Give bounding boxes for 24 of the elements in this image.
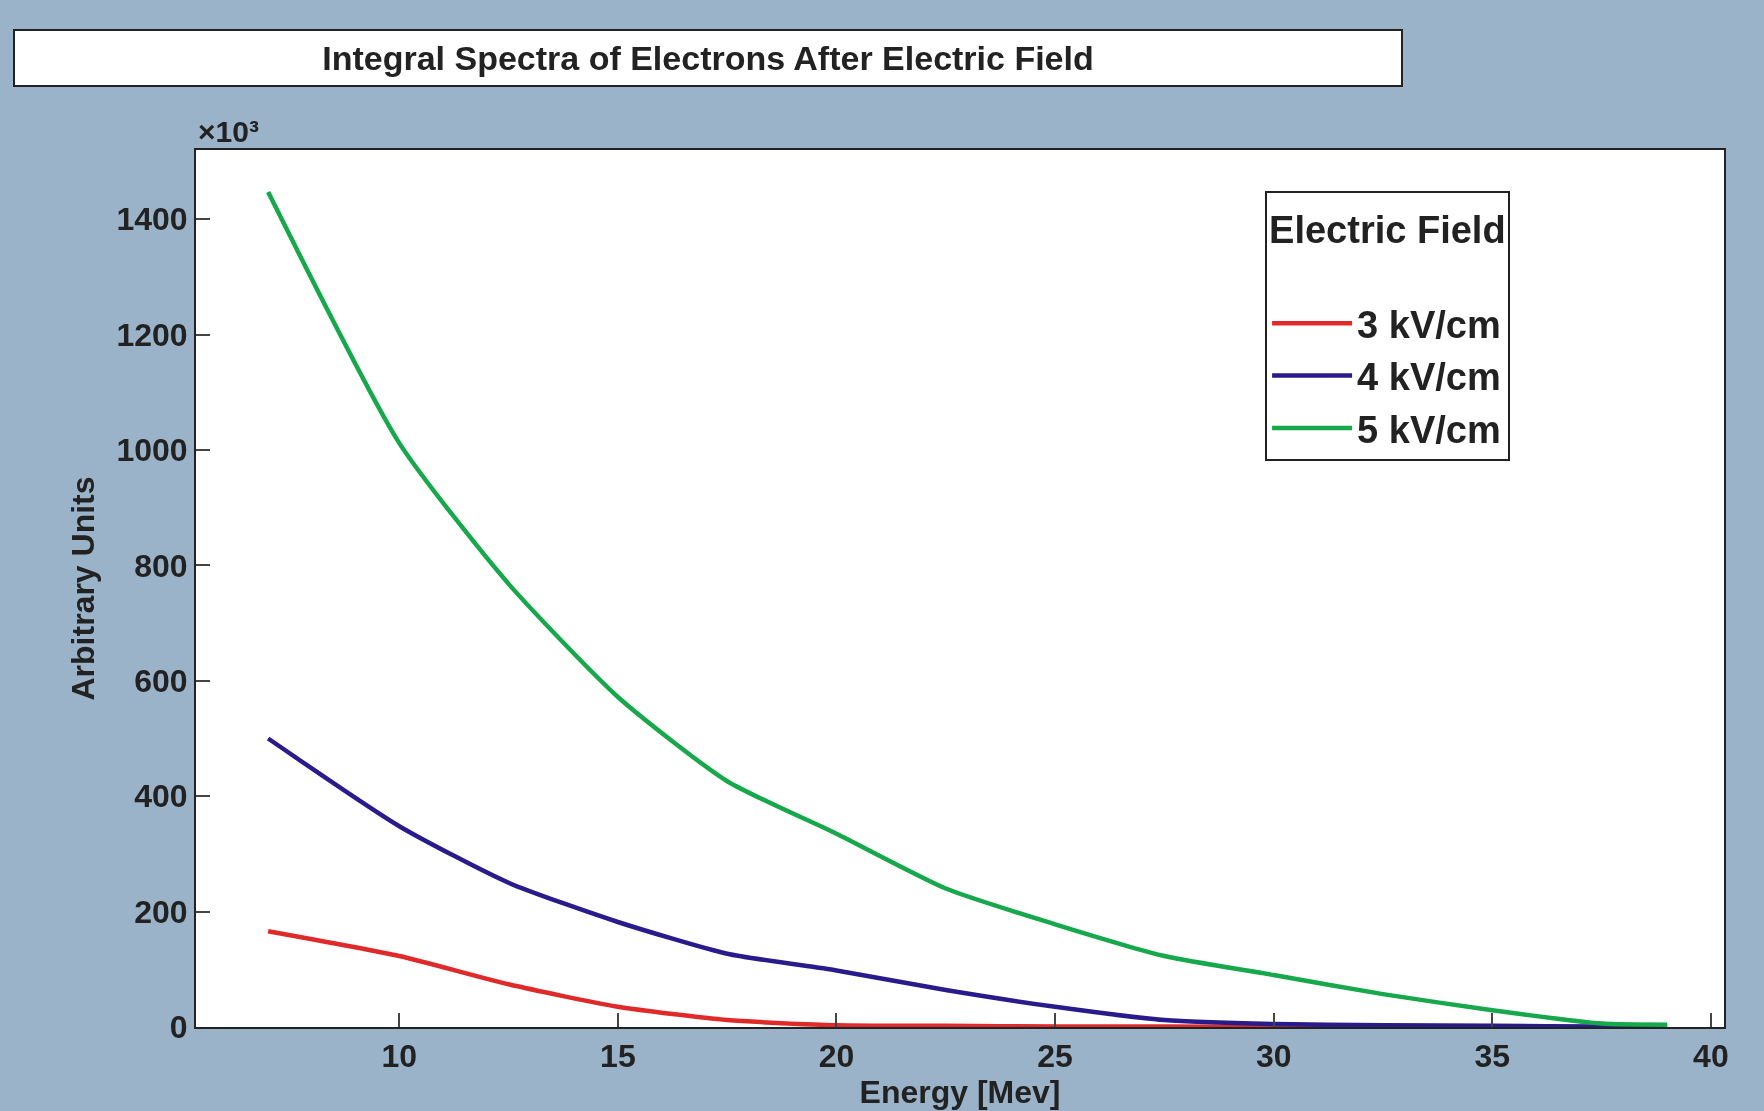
y-axis-title: Arbitrary Units [65, 476, 102, 701]
x-axis-title: Energy [Mev] [859, 1074, 1061, 1111]
y-tick-label: 600 [134, 663, 188, 700]
y-tick-label: 0 [169, 1009, 188, 1046]
y-tick-label: 1000 [116, 432, 188, 469]
legend-label: 4 kV/cm [1357, 356, 1501, 399]
y-tick-label: 1400 [116, 201, 188, 238]
chart-title: Integral Spectra of Electrons After Electric Field [322, 39, 1094, 77]
x-tick-label: 20 [818, 1038, 855, 1075]
line-series [265, 189, 1670, 1027]
x-tick-label: 30 [1255, 1038, 1292, 1075]
x-tick-label: 10 [381, 1038, 418, 1075]
x-tick-label: 40 [1693, 1038, 1729, 1075]
x-tick-label: 35 [1474, 1038, 1511, 1075]
y-tick-label: 800 [134, 547, 188, 584]
legend-title: Electric Field [1269, 208, 1506, 251]
text: ×10³ [198, 115, 259, 148]
legend-label: 3 kV/cm [1357, 304, 1501, 347]
legend-label: 5 kV/cm [1357, 408, 1501, 451]
x-tick-label: 15 [600, 1038, 636, 1075]
y-tick-label: 1200 [116, 316, 188, 353]
y-tick-label: 200 [134, 893, 188, 930]
x-tick-label: 25 [1037, 1038, 1073, 1075]
y-tick-label: 400 [134, 778, 188, 815]
